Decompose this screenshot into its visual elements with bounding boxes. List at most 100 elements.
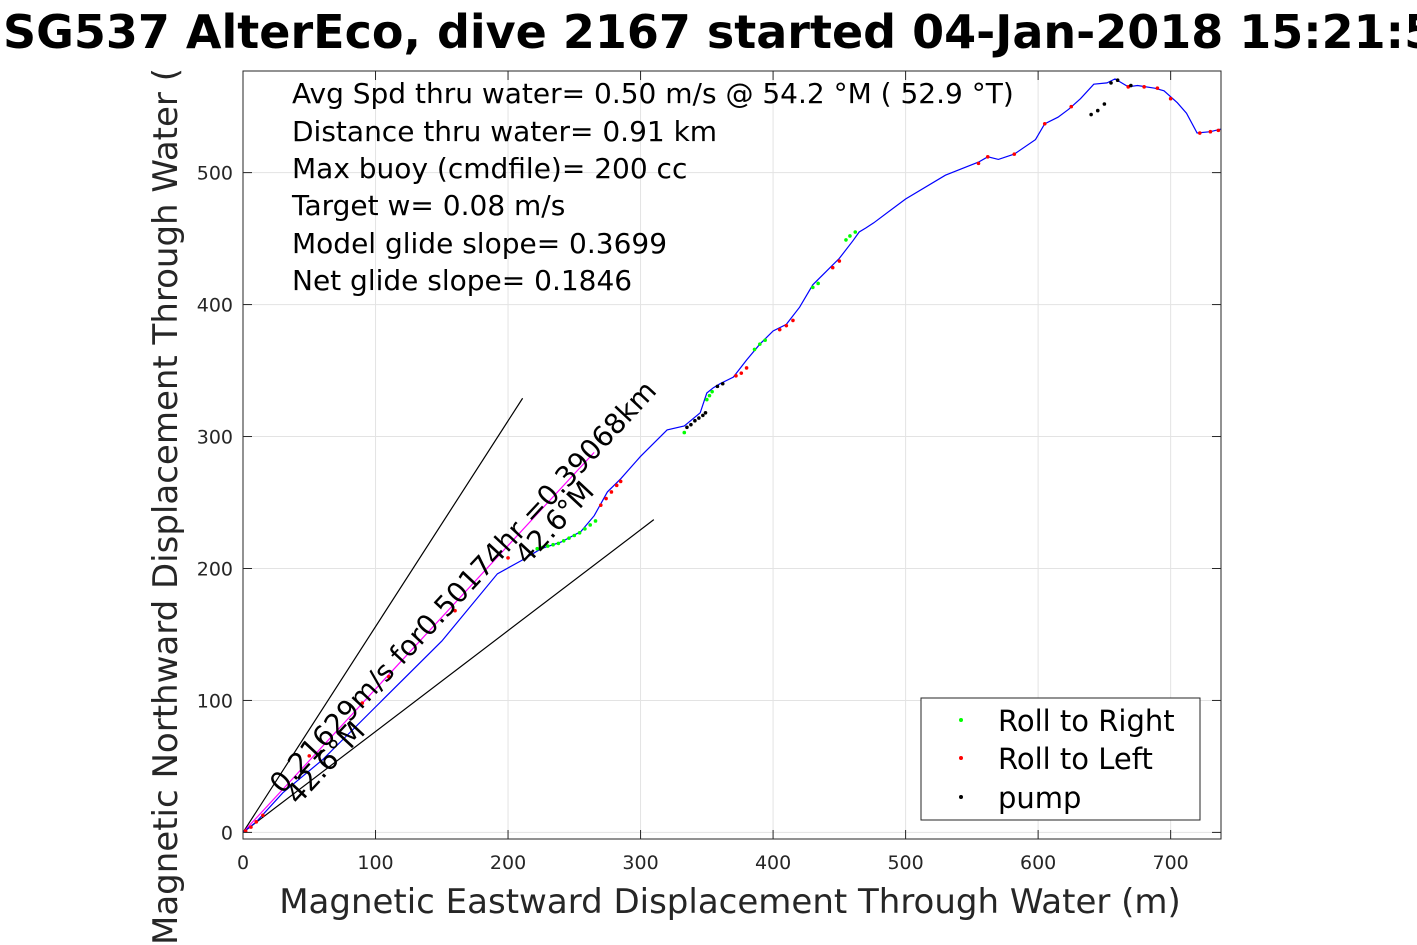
legend-label-roll-left: Roll to Left [998, 742, 1153, 776]
x-tick-label: 700 [1153, 852, 1189, 874]
roll-to-left-point [734, 374, 738, 378]
roll-to-left-point [784, 323, 789, 328]
roll-to-left-point [739, 371, 744, 375]
roll-to-left-point [618, 479, 623, 484]
roll-to-right-point [556, 541, 561, 546]
roll-to-left-point [249, 825, 253, 829]
legend-label-roll-right: Roll to Right [998, 704, 1175, 738]
x-tick-label: 600 [1020, 852, 1056, 874]
pump-point [697, 416, 701, 420]
roll-to-left-point [614, 483, 619, 488]
roll-to-left-point [791, 318, 795, 323]
pump-point [1109, 81, 1113, 85]
y-tick-labels: 0 100 200 300 400 500 [197, 163, 233, 845]
y-axis-label: Magnetic Northward Displacement Through … [146, 68, 186, 945]
roll-to-left-point [1069, 104, 1074, 109]
legend-label-pump: pump [998, 781, 1081, 815]
roll-to-right-point [705, 397, 709, 402]
roll-to-left-point [386, 674, 391, 679]
roll-to-right-point [535, 546, 539, 551]
roll-to-right-point [588, 523, 593, 527]
roll-to-left-point [1142, 85, 1146, 89]
bounding-line [242, 397, 524, 833]
roll-to-right-point [561, 538, 566, 543]
roll-to-left-point [985, 154, 990, 159]
roll-to-left-point [307, 754, 312, 758]
stats-annotations: Avg Spd thru water= 0.50 m/s @ 54.2 °M (… [291, 77, 1014, 297]
roll-to-left-point [254, 820, 259, 824]
roll-to-left-point [777, 327, 782, 332]
pump-point [1095, 108, 1100, 113]
roll-to-left-point [1197, 131, 1202, 135]
roll-to-right-point [763, 338, 767, 342]
roll-to-left-point [453, 608, 457, 613]
roll-to-right-point [710, 389, 714, 394]
roll-to-right-point [848, 234, 852, 238]
plot-area [242, 70, 1222, 840]
pump-point [715, 384, 720, 389]
x-tick-label: 300 [622, 852, 658, 874]
pump-point [1089, 112, 1093, 117]
roll-to-right-point [844, 238, 848, 242]
annotation-max-buoy: Max buoy (cmdfile)= 200 cc [292, 152, 687, 185]
x-tick-label: 0 [237, 852, 249, 874]
y-tick-label: 200 [197, 558, 233, 580]
roll-to-right-point [572, 533, 577, 538]
x-tick-label: 200 [490, 852, 526, 874]
pump-point [1129, 83, 1133, 88]
pump-point [703, 410, 708, 415]
pump-point [720, 381, 725, 386]
pump-point [689, 422, 693, 427]
legend-box [920, 697, 1201, 821]
roll-to-left-point [360, 701, 365, 705]
roll-to-right-point [853, 230, 858, 234]
annotation-target-w: Target w= 0.08 m/s [291, 189, 565, 222]
roll-to-left-point [1126, 85, 1131, 89]
plot-frame [242, 70, 1222, 840]
legend: Roll to Right Roll to Left pump [920, 697, 1201, 821]
roll-to-left-point [1208, 129, 1213, 134]
roll-to-left-point [744, 366, 749, 370]
roll-to-right-point [752, 347, 757, 352]
pump-point [685, 425, 689, 430]
ticks [242, 71, 1221, 839]
roll-to-left-point [506, 556, 510, 560]
roll-to-right-point [758, 342, 762, 346]
pump-point [693, 418, 697, 423]
roll-to-left-point [976, 161, 981, 166]
roll-to-right-point [540, 545, 545, 550]
pump-point [1102, 102, 1107, 106]
bounding-line [242, 519, 655, 833]
annotation-net-glide: Net glide slope= 0.1846 [292, 264, 632, 297]
roll-to-left-point [604, 496, 608, 501]
roll-to-left-point [1168, 96, 1173, 101]
chart-title: SG537 AlterEco, dive 2167 started 04-Jan… [3, 5, 1417, 59]
legend-marker-pump [959, 795, 963, 799]
legend-marker-roll-left [959, 756, 963, 760]
x-tick-label: 500 [887, 852, 923, 874]
roll-to-right-point [545, 544, 550, 548]
points [243, 78, 1221, 833]
roll-to-left-point [837, 259, 842, 263]
roll-to-right-point [593, 519, 598, 523]
roll-to-left-point [1012, 152, 1017, 156]
y-tick-label: 500 [197, 163, 233, 185]
y-tick-label: 100 [197, 690, 233, 712]
roll-to-right-point [567, 536, 571, 540]
annotation-model-glide: Model glide slope= 0.3699 [292, 227, 667, 260]
roll-to-left-point [599, 503, 603, 507]
pump-point [701, 413, 705, 418]
roll-to-left-point [830, 265, 835, 270]
y-tick-label: 400 [197, 295, 233, 317]
current-line [242, 451, 595, 833]
x-tick-label: 100 [357, 852, 393, 874]
roll-to-right-point [682, 430, 687, 435]
x-axis-label: Magnetic Eastward Displacement Through W… [279, 882, 1181, 922]
legend-marker-roll-right [959, 718, 963, 722]
roll-to-right-point [551, 542, 555, 547]
roll-to-left-point [609, 490, 614, 494]
roll-to-right-point [583, 527, 587, 531]
y-tick-label: 0 [221, 822, 233, 844]
roll-to-left-point [1216, 128, 1221, 133]
